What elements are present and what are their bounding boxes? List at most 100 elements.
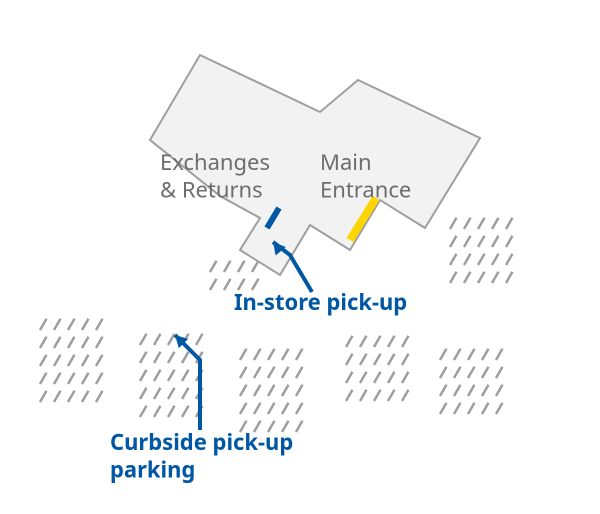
parking-slot xyxy=(154,347,163,363)
parking-slot xyxy=(388,331,397,347)
parking-slot xyxy=(464,213,473,229)
parking-slot xyxy=(140,365,149,381)
parking-slot xyxy=(482,380,491,396)
parking-slot xyxy=(82,314,91,330)
parking-slot xyxy=(224,274,233,290)
curbside-pickup-label-line1: Curbside pick-up xyxy=(110,427,293,457)
parking-slot xyxy=(506,213,515,229)
parking-slot xyxy=(402,331,411,347)
parking-slot xyxy=(182,383,191,399)
parking-slot xyxy=(54,350,63,366)
parking-slot xyxy=(68,386,77,402)
parking-slot xyxy=(374,349,383,365)
parking-slot xyxy=(154,401,163,417)
parking-slot xyxy=(168,365,177,381)
parking-slot xyxy=(482,344,491,360)
parking-slot xyxy=(282,380,291,396)
small-lot-near-returns xyxy=(210,256,261,290)
parking-slot xyxy=(296,344,305,360)
parking-slot xyxy=(96,332,105,348)
parking-slot xyxy=(96,350,105,366)
parking-slot xyxy=(254,362,263,378)
parking-slot xyxy=(496,362,505,378)
parking-slot xyxy=(360,331,369,347)
parking-slot xyxy=(388,367,397,383)
parking-slot xyxy=(388,349,397,365)
parking-slot xyxy=(454,344,463,360)
parking-slot xyxy=(40,368,49,384)
large-lot-left-b xyxy=(140,329,205,417)
parking-slot xyxy=(210,256,219,272)
parking-slot xyxy=(468,344,477,360)
parking-slot xyxy=(464,231,473,247)
parking-slot xyxy=(454,398,463,414)
parking-slot xyxy=(450,267,459,283)
parking-slot xyxy=(482,398,491,414)
parking-slot xyxy=(346,385,355,401)
parking-slot xyxy=(240,398,249,414)
large-lot-left-a xyxy=(40,314,105,402)
parking-slot xyxy=(196,329,205,345)
parking-slot xyxy=(468,398,477,414)
parking-slot xyxy=(54,314,63,330)
main-entrance-label-line2: Entrance xyxy=(320,175,411,205)
parking-slot xyxy=(140,401,149,417)
parking-slot xyxy=(282,362,291,378)
parking-slot xyxy=(492,231,501,247)
parking-slot xyxy=(360,385,369,401)
small-lot-right xyxy=(450,213,515,283)
parking-slot xyxy=(268,398,277,414)
parking-slot xyxy=(96,368,105,384)
main-entrance-label-line1: Main xyxy=(320,147,372,177)
parking-slot xyxy=(210,274,219,290)
parking-slot xyxy=(182,401,191,417)
parking-slot xyxy=(296,362,305,378)
parking-slot xyxy=(374,331,383,347)
parking-slot xyxy=(54,368,63,384)
parking-slot xyxy=(450,249,459,265)
parking-slot xyxy=(96,314,105,330)
parking-slot xyxy=(478,249,487,265)
parking-slot xyxy=(492,267,501,283)
parking-slot xyxy=(454,362,463,378)
parking-slot xyxy=(96,386,105,402)
parking-slot xyxy=(282,398,291,414)
curbside-pickup-label-line2: parking xyxy=(110,455,195,485)
parking-slot xyxy=(68,332,77,348)
parking-slot xyxy=(154,383,163,399)
parking-slot xyxy=(140,329,149,345)
parking-slot xyxy=(238,256,247,272)
parking-slot xyxy=(40,350,49,366)
parking-slot xyxy=(68,314,77,330)
parking-slot xyxy=(296,416,305,432)
parking-slot xyxy=(54,386,63,402)
parking-slot xyxy=(402,367,411,383)
parking-slot xyxy=(268,344,277,360)
parking-slot xyxy=(374,367,383,383)
parking-slot xyxy=(254,398,263,414)
parking-slot xyxy=(268,362,277,378)
parking-slot xyxy=(346,349,355,365)
parking-slot xyxy=(140,347,149,363)
parking-slot xyxy=(360,349,369,365)
parking-slot xyxy=(402,349,411,365)
parking-slot xyxy=(54,332,63,348)
in-store-pickup-label: In-store pick-up xyxy=(234,287,407,317)
parking-slot xyxy=(464,267,473,283)
parking-slot xyxy=(296,398,305,414)
parking-slot xyxy=(506,249,515,265)
parking-slot xyxy=(374,385,383,401)
parking-slot xyxy=(82,350,91,366)
parking-slot xyxy=(506,231,515,247)
parking-slot xyxy=(82,368,91,384)
parking-slot xyxy=(440,398,449,414)
parking-slot xyxy=(296,380,305,396)
parking-slot xyxy=(254,344,263,360)
parking-slot xyxy=(440,344,449,360)
parking-slot xyxy=(482,362,491,378)
large-lot-left-c xyxy=(240,344,305,432)
parking-slot xyxy=(496,380,505,396)
parking-slot xyxy=(492,249,501,265)
parking-slot xyxy=(478,267,487,283)
parking-slot xyxy=(468,362,477,378)
